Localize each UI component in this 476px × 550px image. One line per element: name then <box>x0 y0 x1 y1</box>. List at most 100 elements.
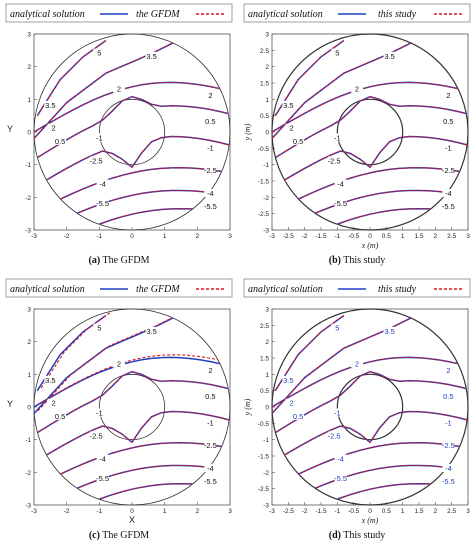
caption-text-c: The GFDM <box>99 530 150 541</box>
caption-text-d: This study <box>340 530 386 541</box>
y-tick-label: 1 <box>265 372 269 379</box>
x-tick-label: -2 <box>302 508 308 515</box>
x-tick-label: 0 <box>130 233 134 240</box>
y-tick-label: 1 <box>27 97 31 104</box>
y-axis-label: Y <box>7 124 13 134</box>
contour-numeric <box>274 315 345 391</box>
contour-value-label: 0.5 <box>443 392 453 401</box>
contour-value-label: 0.5 <box>293 137 303 146</box>
inner-boundary-circle <box>98 373 166 441</box>
x-axis-label: x (m) <box>361 241 379 250</box>
y-tick-label: 3 <box>265 307 269 314</box>
contour-value-label: 0.5 <box>205 392 215 401</box>
contour-value-label: 2 <box>446 91 450 100</box>
x-tick-label: -1 <box>334 233 340 240</box>
contour-analytical <box>272 441 468 488</box>
contour-value-label: -2.5 <box>204 166 217 175</box>
x-tick-label: 2.5 <box>447 508 456 515</box>
contour-numeric <box>34 410 230 463</box>
contour-value-label: 0.5 <box>443 117 453 126</box>
y-tick-label: 1 <box>27 372 31 379</box>
x-tick-label: 2.5 <box>447 233 456 240</box>
contour-value-label: -1 <box>445 143 452 152</box>
x-tick-label: -3 <box>31 508 37 515</box>
contour-numeric <box>34 135 230 188</box>
legend-label-analytical: analytical solution <box>248 9 323 20</box>
contour-numeric <box>272 81 468 133</box>
contour-value-label: 2 <box>355 85 359 94</box>
legend-a: analytical solution the GFDM <box>5 3 233 23</box>
contour-value-label: -5.5 <box>334 474 347 483</box>
x-tick-label: -2 <box>64 508 70 515</box>
y-tick-label: 2 <box>27 339 31 346</box>
x-tick-label: -1.5 <box>315 233 327 240</box>
y-tick-label: -0.5 <box>258 146 270 153</box>
x-tick-label: 2 <box>196 233 200 240</box>
y-axis-label: y (m) <box>243 398 252 416</box>
y-tick-label: 1 <box>265 97 269 104</box>
caption-letter-c: (c) <box>88 530 100 541</box>
x-tick-label: 3 <box>228 508 232 515</box>
contour-value-label: -4 <box>99 454 106 463</box>
subfigure-d: analytical solution this study -3 -2.5 -2 -1.… <box>238 275 476 550</box>
caption-letter-b: (b) <box>328 255 341 266</box>
contour-value-label: -4 <box>207 189 214 198</box>
legend-d: analytical solution this study <box>243 278 471 298</box>
x-tick-label: 2 <box>434 233 438 240</box>
contour-value-label: 3.5 <box>146 52 156 61</box>
y-tick-label: -1.5 <box>258 179 270 186</box>
contour-numeric <box>274 40 345 116</box>
y-tick-label: -1 <box>25 437 31 444</box>
caption-d: (d) This study <box>238 530 476 541</box>
caption-c: (c) The GFDM <box>0 530 238 541</box>
contour-plot-a: analytical solution the GFDM -3 -2 -1 0 1 2 3 3 2 1… <box>5 3 233 240</box>
contour-analytical <box>34 207 230 230</box>
contour-value-label: 3.5 <box>283 376 293 385</box>
y-tick-label: 2 <box>27 64 31 71</box>
contour-numeric <box>34 81 230 133</box>
contour-value-label: 0.5 <box>205 117 215 126</box>
x-tick-label: 2 <box>196 508 200 515</box>
y-tick-label: -2 <box>263 470 269 477</box>
y-tick-label: -3 <box>25 228 31 235</box>
y-tick-label: -1 <box>25 162 31 169</box>
y-tick-label: -1 <box>263 437 269 444</box>
contour-plot-c: analytical solution the GFDM -3 -2 -1 0 1 2 3 3 2 1… <box>5 278 233 525</box>
caption-letter-a: (a) <box>88 255 101 266</box>
contour-value-label: -1 <box>207 143 214 152</box>
contour-analytical <box>34 441 230 488</box>
caption-text-a: The GFDM <box>100 255 150 266</box>
x-tick-label: 1 <box>401 508 405 515</box>
contour-value-label: -1 <box>334 409 341 418</box>
y-tick-label: 3 <box>265 32 269 39</box>
contour-numeric <box>272 442 468 488</box>
contour-value-label: -2.5 <box>204 441 217 450</box>
contour-value-label: -5.5 <box>442 202 455 211</box>
contour-value-label: 5 <box>97 324 101 333</box>
contour-analytical <box>272 166 468 213</box>
legend-label-numeric: this study <box>378 9 417 20</box>
legend-label-analytical: analytical solution <box>10 284 85 295</box>
x-tick-label: -2.5 <box>283 233 295 240</box>
contour-value-label: -4 <box>99 179 106 188</box>
y-tick-label: 1.5 <box>260 81 269 88</box>
contour-value-label: 5 <box>97 49 101 58</box>
contour-numeric <box>34 371 230 436</box>
contour-value-label: -4 <box>445 464 452 473</box>
contour-value-label: -2.5 <box>442 441 455 450</box>
contour-plot-b: analytical solution this study -3 -2.5 -2 -1.… <box>243 3 471 250</box>
y-axis-label: Y <box>7 399 13 409</box>
contour-numeric <box>272 311 423 414</box>
contour-value-label: -1 <box>207 418 214 427</box>
contour-value-label: 3.5 <box>146 327 156 336</box>
x-tick-label: 0 <box>368 508 372 515</box>
y-tick-label: -2 <box>25 470 31 477</box>
y-tick-label: -2 <box>263 195 269 202</box>
x-tick-label: -2.5 <box>283 508 295 515</box>
contour-value-label: -2.5 <box>328 156 341 165</box>
x-tick-label: 1.5 <box>414 508 423 515</box>
y-tick-label: -2 <box>25 195 31 202</box>
contour-value-label: -5.5 <box>96 199 109 208</box>
subfigure-c: analytical solution the GFDM -3 -2 -1 0 1 2 3 3 2 1… <box>0 275 238 550</box>
contour-numeric <box>37 309 189 412</box>
